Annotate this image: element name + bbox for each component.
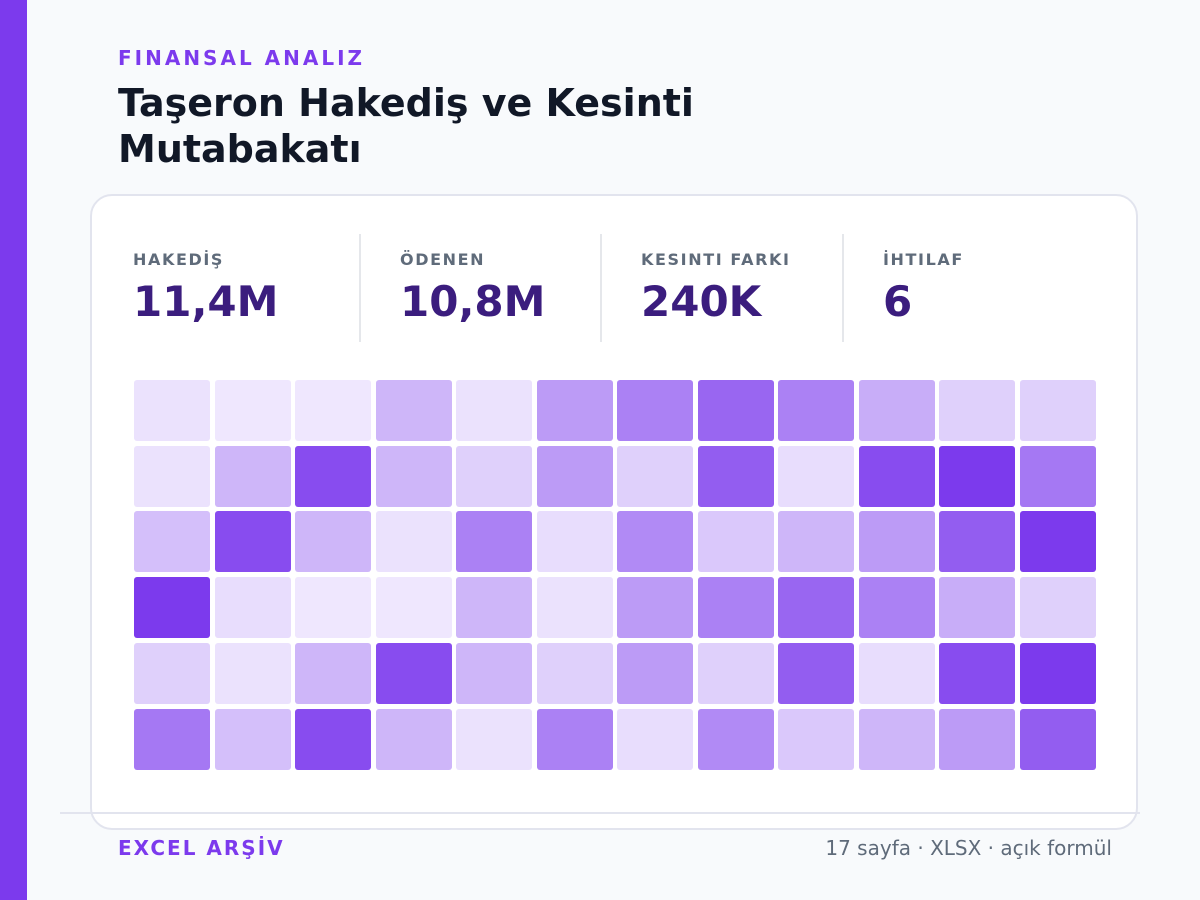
heatmap-cell-r4-c12 <box>1020 577 1096 638</box>
heatmap-cell-r3-c7 <box>617 511 693 572</box>
heatmap-cell-r3-c4 <box>376 511 452 572</box>
heatmap-cell-r5-c11 <box>939 643 1015 704</box>
heatmap-cell-r4-c11 <box>939 577 1015 638</box>
kpi-value: 10,8M <box>400 277 546 326</box>
heatmap-cell-r6-c6 <box>537 709 613 770</box>
heatmap-cell-r6-c2 <box>215 709 291 770</box>
heatmap-cell-r6-c4 <box>376 709 452 770</box>
kpi-label: HAKEDİŞ <box>133 250 225 269</box>
heatmap-cell-r5-c8 <box>698 643 774 704</box>
heatmap-cell-r2-c9 <box>778 446 854 507</box>
heatmap-cell-r2-c10 <box>859 446 935 507</box>
kpi-value: 240K <box>641 277 762 326</box>
heatmap-cell-r1-c3 <box>295 380 371 441</box>
heatmap-cell-r3-c10 <box>859 511 935 572</box>
heatmap-cell-r2-c3 <box>295 446 371 507</box>
heatmap-cell-r6-c7 <box>617 709 693 770</box>
heatmap-cell-r1-c12 <box>1020 380 1096 441</box>
heatmap-cell-r2-c5 <box>456 446 532 507</box>
footer-meta: 17 sayfa · XLSX · açık formül <box>825 836 1112 860</box>
heatmap-cell-r5-c12 <box>1020 643 1096 704</box>
heatmap-cell-r5-c7 <box>617 643 693 704</box>
heatmap-cell-r1-c10 <box>859 380 935 441</box>
heatmap-cell-r2-c6 <box>537 446 613 507</box>
footer-brand: EXCEL ARŞİV <box>118 836 285 860</box>
heatmap-cell-r6-c11 <box>939 709 1015 770</box>
kpi-value: 11,4M <box>133 277 279 326</box>
heatmap-cell-r5-c10 <box>859 643 935 704</box>
heatmap-cell-r3-c1 <box>134 511 210 572</box>
heatmap-cell-r2-c2 <box>215 446 291 507</box>
kpi-label: KESINTI FARKI <box>641 250 791 269</box>
footer-divider <box>60 812 1140 814</box>
heatmap-cell-r2-c4 <box>376 446 452 507</box>
kpi-label: İHTILAF <box>883 250 964 269</box>
heatmap-cell-r4-c3 <box>295 577 371 638</box>
heatmap-cell-r6-c1 <box>134 709 210 770</box>
heatmap-cell-r6-c3 <box>295 709 371 770</box>
heatmap-cell-r3-c2 <box>215 511 291 572</box>
heatmap-cell-r1-c2 <box>215 380 291 441</box>
heatmap-cell-r3-c3 <box>295 511 371 572</box>
heatmap <box>134 380 1098 772</box>
eyebrow: FINANSAL ANALIZ <box>118 46 366 70</box>
heatmap-cell-r4-c5 <box>456 577 532 638</box>
heatmap-cell-r5-c4 <box>376 643 452 704</box>
heatmap-cell-r1-c4 <box>376 380 452 441</box>
heatmap-cell-r2-c12 <box>1020 446 1096 507</box>
kpi-row: HAKEDİŞ 11,4M ÖDENEN 10,8M KESINTI FARKI… <box>92 234 1140 344</box>
heatmap-cell-r2-c11 <box>939 446 1015 507</box>
heatmap-cell-r3-c9 <box>778 511 854 572</box>
heatmap-cell-r1-c7 <box>617 380 693 441</box>
heatmap-cell-r5-c2 <box>215 643 291 704</box>
heatmap-cell-r6-c9 <box>778 709 854 770</box>
heatmap-cell-r4-c4 <box>376 577 452 638</box>
kpi-value: 6 <box>883 277 913 326</box>
heatmap-cell-r3-c12 <box>1020 511 1096 572</box>
heatmap-cell-r4-c10 <box>859 577 935 638</box>
heatmap-cell-r3-c11 <box>939 511 1015 572</box>
heatmap-cell-r2-c7 <box>617 446 693 507</box>
accent-bar <box>0 0 27 900</box>
kpi-label: ÖDENEN <box>400 250 486 269</box>
kpi-hakedis: HAKEDİŞ 11,4M <box>92 234 332 344</box>
kpi-kesinti-farki: KESINTI FARKI 240K <box>600 234 840 344</box>
heatmap-cell-r6-c12 <box>1020 709 1096 770</box>
heatmap-cell-r2-c1 <box>134 446 210 507</box>
heatmap-cell-r6-c10 <box>859 709 935 770</box>
heatmap-cell-r5-c6 <box>537 643 613 704</box>
page-title: Taşeron Hakediş ve Kesinti Mutabakatı <box>118 81 694 171</box>
heatmap-cell-r4-c6 <box>537 577 613 638</box>
heatmap-cell-r1-c9 <box>778 380 854 441</box>
kpi-ihtilaf: İHTILAF 6 <box>842 234 1082 344</box>
summary-card: HAKEDİŞ 11,4M ÖDENEN 10,8M KESINTI FARKI… <box>90 194 1138 830</box>
heatmap-cell-r4-c1 <box>134 577 210 638</box>
kpi-odenen: ÖDENEN 10,8M <box>359 234 599 344</box>
heatmap-cell-r3-c5 <box>456 511 532 572</box>
heatmap-cell-r5-c3 <box>295 643 371 704</box>
heatmap-cell-r4-c7 <box>617 577 693 638</box>
heatmap-cell-r5-c9 <box>778 643 854 704</box>
heatmap-cell-r1-c8 <box>698 380 774 441</box>
heatmap-cell-r6-c5 <box>456 709 532 770</box>
heatmap-cell-r1-c5 <box>456 380 532 441</box>
heatmap-cell-r5-c5 <box>456 643 532 704</box>
heatmap-cell-r2-c8 <box>698 446 774 507</box>
heatmap-cell-r4-c8 <box>698 577 774 638</box>
heatmap-cell-r1-c6 <box>537 380 613 441</box>
heatmap-cell-r5-c1 <box>134 643 210 704</box>
heatmap-cell-r6-c8 <box>698 709 774 770</box>
heatmap-cell-r4-c9 <box>778 577 854 638</box>
heatmap-cell-r4-c2 <box>215 577 291 638</box>
heatmap-cell-r3-c6 <box>537 511 613 572</box>
heatmap-cell-r1-c1 <box>134 380 210 441</box>
heatmap-cell-r3-c8 <box>698 511 774 572</box>
heatmap-cell-r1-c11 <box>939 380 1015 441</box>
